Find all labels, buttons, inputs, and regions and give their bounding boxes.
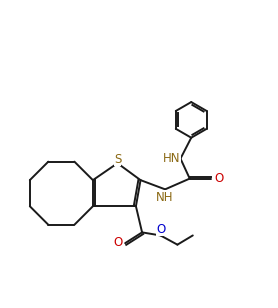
- Text: O: O: [156, 223, 165, 236]
- Text: HN: HN: [163, 152, 181, 165]
- Text: S: S: [114, 153, 121, 166]
- Text: NH: NH: [156, 191, 173, 204]
- Text: O: O: [114, 236, 123, 249]
- Text: O: O: [214, 172, 224, 185]
